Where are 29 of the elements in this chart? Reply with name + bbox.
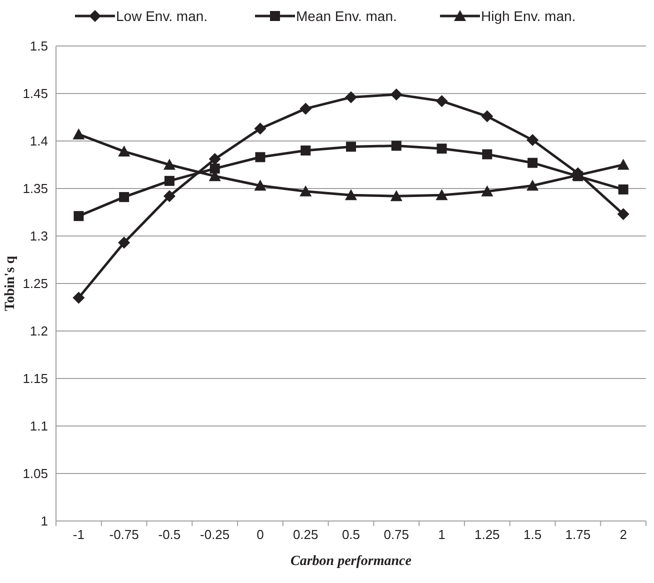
y-tick-label: 1.5: [30, 38, 48, 54]
x-tick-label: 1.5: [524, 527, 542, 542]
x-tick-label: 0.5: [342, 527, 360, 542]
x-tick-label: 0: [256, 527, 264, 542]
x-tick-label: 2: [620, 527, 627, 542]
x-tick-label: -0.25: [200, 527, 230, 542]
x-tick-label: -1: [72, 527, 84, 542]
x-tick-label: 1.75: [565, 527, 591, 542]
x-axis-title: Carbon performance: [290, 554, 412, 569]
x-tick-label: 0.25: [292, 527, 318, 542]
y-tick-label: 1.15: [22, 371, 48, 386]
y-tick-label: 1.05: [22, 466, 48, 482]
y-tick-label: 1.2: [30, 324, 48, 339]
y-tick-label: 1.45: [22, 86, 48, 102]
y-axis-title: Tobin's q: [3, 256, 18, 312]
legend-label: High Env. man.: [481, 8, 576, 24]
y-tick-label: 1.4: [30, 134, 48, 149]
y-tick-label: 1.3: [30, 228, 48, 244]
x-tick-label: 1.25: [474, 527, 500, 542]
y-tick-label: 1.1: [30, 418, 48, 434]
y-tick-label: 1.35: [22, 181, 48, 196]
y-tick-label: 1.25: [22, 276, 48, 292]
x-tick-label: -0.75: [109, 527, 139, 542]
y-tick-label: 1: [40, 514, 48, 529]
legend-label: Mean Env. man.: [296, 8, 397, 24]
x-tick-label: -0.5: [158, 527, 181, 542]
legend-label: Low Env. man.: [116, 8, 208, 24]
x-tick-label: 1: [438, 527, 446, 542]
x-tick-label: 0.75: [384, 527, 410, 542]
